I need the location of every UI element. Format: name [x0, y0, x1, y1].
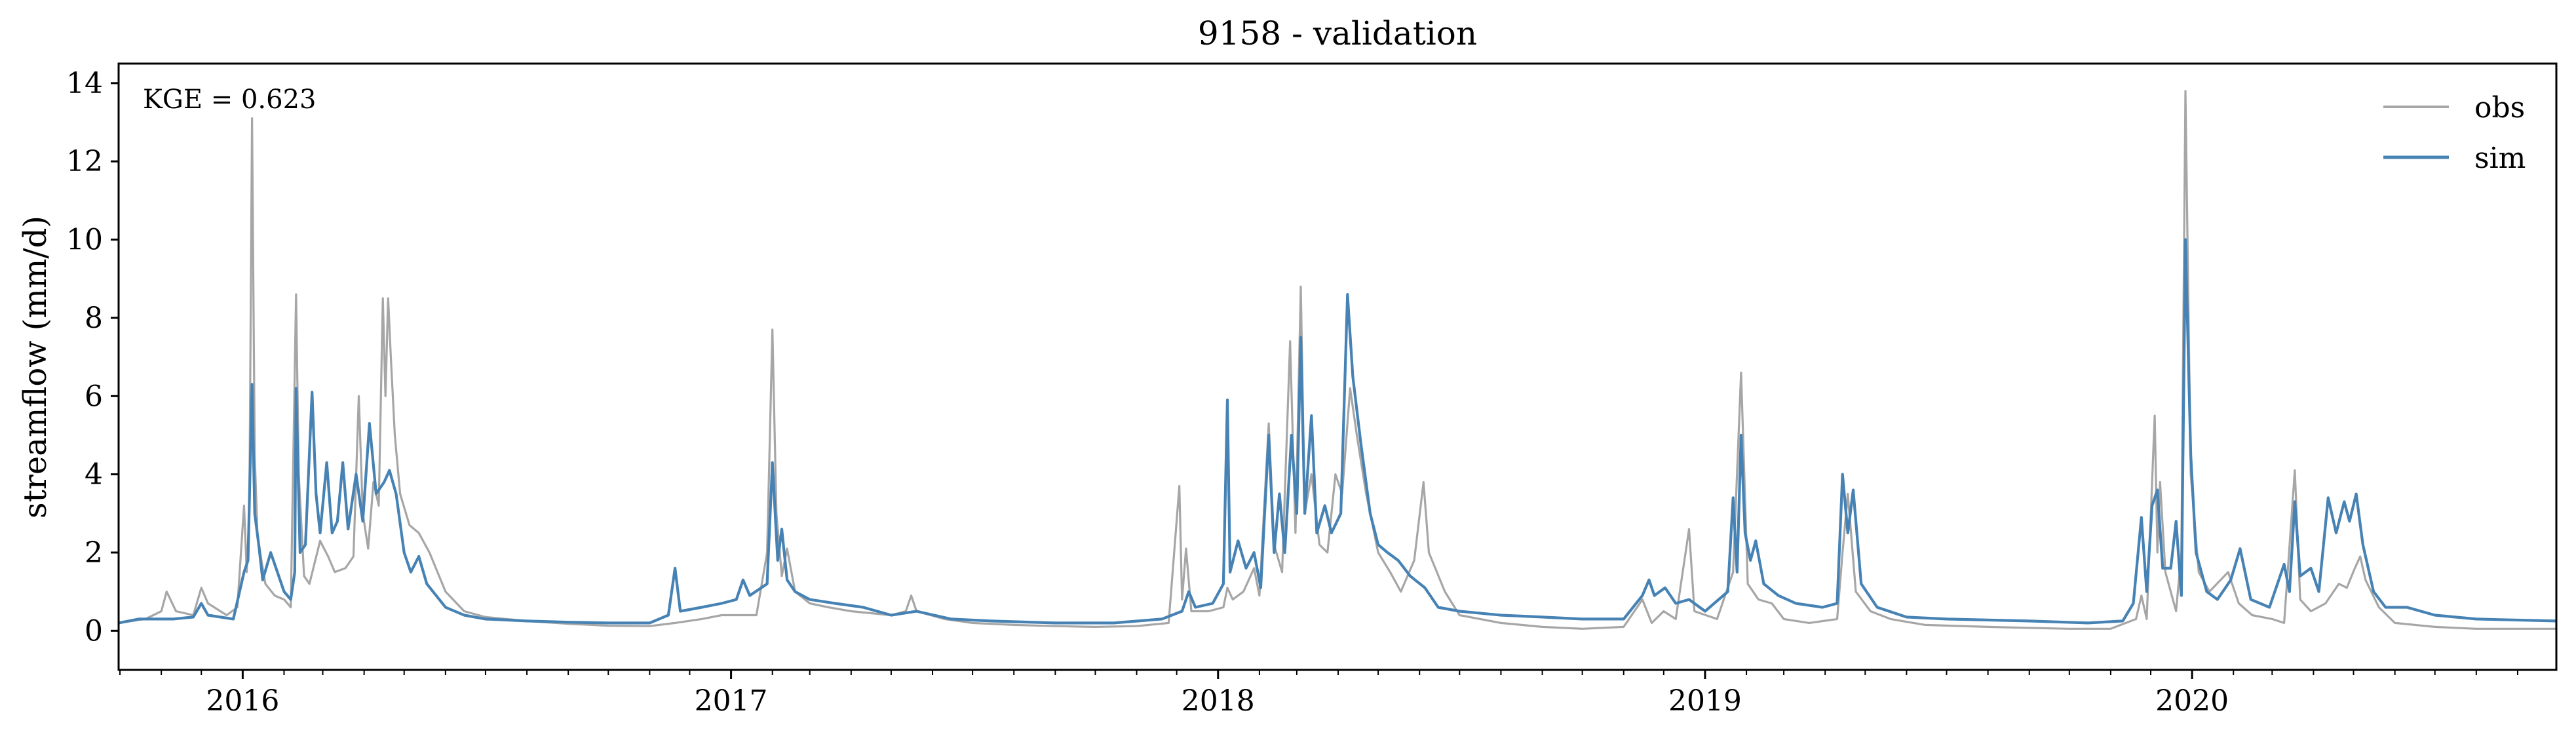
series-line-obs: [118, 90, 2556, 630]
y-tick-label: 0: [85, 614, 103, 648]
y-tick-label: 2: [85, 536, 103, 570]
plot-frame: [117, 62, 2558, 671]
y-tick-label: 12: [66, 145, 103, 178]
legend-label-obs: obs: [2474, 91, 2525, 125]
legend-label-sim: sim: [2474, 142, 2526, 175]
series-line-sim: [118, 238, 2557, 625]
kge-annotation: KGE = 0.623: [143, 85, 317, 115]
ticks-layer: 0 2 4 6 8 10 12 14 2016 2017 2018 2019 2020: [66, 67, 2518, 718]
x-tick-label: 2016: [206, 684, 279, 718]
legend: obs sim: [2383, 91, 2526, 175]
y-tick-label: 10: [66, 224, 103, 257]
x-tick-label: 2018: [1182, 684, 1255, 718]
axes-layer: [117, 62, 2558, 671]
y-tick-label: 14: [66, 67, 103, 100]
y-tick-label: 6: [85, 380, 103, 413]
y-axis-label: streamflow (mm/d): [17, 216, 54, 518]
x-tick-label: 2019: [1668, 684, 1742, 718]
x-tick-label: 2020: [2155, 684, 2229, 718]
chart-title: 9158 - validation: [1198, 14, 1477, 52]
y-tick-label: 4: [85, 458, 103, 492]
series-layer: [118, 90, 2557, 630]
y-tick-label: 8: [85, 302, 103, 335]
x-tick-label: 2017: [695, 684, 768, 718]
